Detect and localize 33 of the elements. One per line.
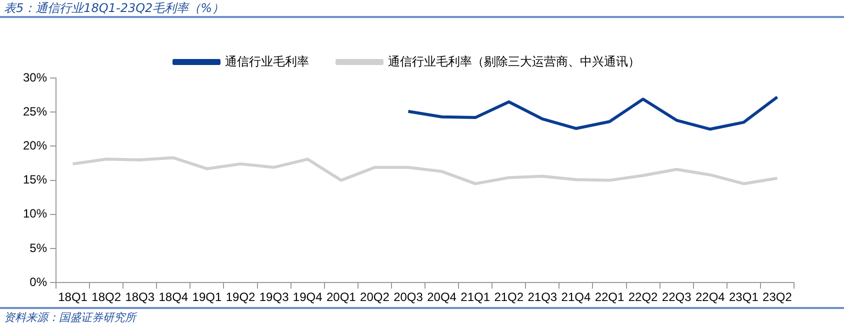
y-tick-label: 30% [22, 70, 48, 84]
x-tick-label: 22Q4 [695, 290, 726, 304]
x-tick-label: 19Q1 [192, 290, 222, 304]
y-tick-label: 25% [22, 104, 48, 118]
y-tick-label: 0% [30, 274, 48, 289]
x-tick-label: 19Q4 [292, 290, 323, 304]
x-tick-label: 23Q1 [729, 290, 759, 304]
x-tick-label: 19Q3 [259, 290, 290, 304]
x-tick-label: 21Q4 [561, 290, 591, 304]
x-tick-label: 20Q1 [326, 290, 356, 304]
x-tick-label: 21Q3 [528, 290, 558, 304]
x-tick-label: 18Q3 [125, 290, 155, 304]
x-tick-label: 23Q2 [762, 290, 792, 304]
chart-title: 表5：通信行业18Q1-23Q2毛利率（%） [0, 0, 844, 18]
y-tick-label: 5% [30, 240, 48, 255]
x-tick-label: 21Q2 [494, 290, 524, 304]
x-tick-label: 18Q1 [58, 290, 88, 304]
x-tick-label: 20Q4 [427, 290, 457, 304]
x-tick-label: 22Q1 [594, 290, 625, 304]
y-tick-label: 20% [22, 138, 48, 153]
x-tick-label: 18Q2 [92, 290, 122, 304]
x-tick-label: 18Q4 [158, 290, 188, 304]
x-tick-label: 19Q2 [226, 290, 256, 304]
x-tick-label: 22Q2 [628, 290, 658, 304]
x-tick-label: 21Q1 [460, 290, 490, 304]
legend-label: 通信行业毛利率（剔除三大运营商、中兴通讯） [388, 54, 640, 68]
x-tick-label: 22Q3 [662, 290, 692, 304]
text: 资料来源：国盛证券研究所 [0, 307, 844, 325]
legend-label: 通信行业毛利率 [225, 54, 309, 68]
y-tick-label: 15% [22, 172, 48, 187]
x-tick-label: 20Q3 [394, 290, 424, 304]
y-tick-label: 10% [22, 206, 48, 221]
x-tick-label: 20Q2 [360, 290, 390, 304]
